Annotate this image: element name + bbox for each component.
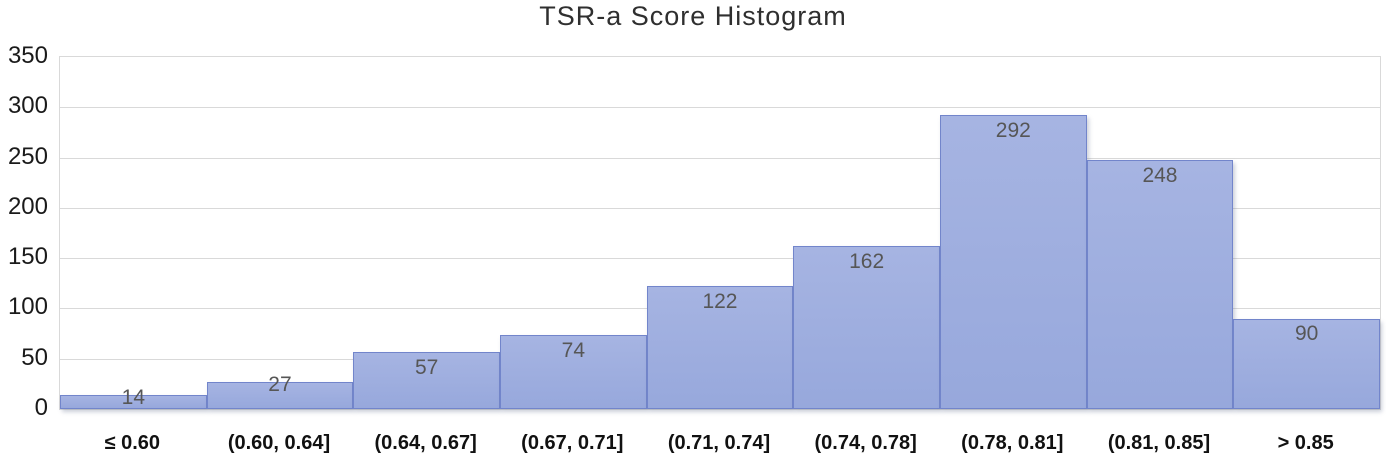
bar-(0.81, 0.85] [1086, 159, 1234, 409]
y-tick-label-300: 300 [7, 92, 48, 120]
plot-area: 14 27 57 74 122 162 292 248 90 [59, 56, 1381, 410]
x-tick-label: (0.64, 0.67] [374, 432, 477, 454]
gridline-300 [60, 107, 1380, 109]
bar-> 0.85 [1233, 318, 1380, 409]
x-tick-label: > 0.85 [1277, 432, 1334, 454]
bar-(0.74, 0.78] [793, 246, 940, 409]
y-tick-label-350: 350 [7, 42, 48, 69]
gridline-150 [60, 258, 1380, 260]
x-tick-label: (0.67, 0.71] [521, 432, 624, 454]
y-tick-label-0: 0 [34, 394, 48, 421]
y-tick-label-250: 250 [7, 142, 48, 170]
x-tick-label: (0.78, 0.81] [961, 432, 1064, 454]
y-tick-label-50: 50 [21, 343, 48, 371]
y-tick-label-150: 150 [7, 243, 48, 271]
bar-≤ 0.60 [60, 394, 207, 409]
bar-(0.60, 0.64] [206, 381, 354, 409]
x-tick-label: (0.81, 0.85] [1107, 432, 1211, 454]
x-tick-label: (0.74, 0.78] [814, 432, 917, 454]
bar-(0.71, 0.74] [646, 286, 794, 409]
bar-(0.67, 0.71] [500, 334, 647, 409]
chart-title: TSR-a Score Histogram [539, 1, 847, 31]
x-tick-label: (0.71, 0.74] [667, 432, 771, 454]
gridline-200 [60, 207, 1380, 209]
gridline-250 [60, 157, 1380, 159]
x-tick-label: ≤ 0.60 [104, 432, 161, 454]
bar-(0.78, 0.81] [940, 115, 1087, 409]
y-tick-label-200: 200 [7, 192, 48, 220]
bar-(0.64, 0.67] [353, 351, 500, 409]
x-tick-label: (0.60, 0.64] [227, 432, 331, 454]
y-tick-label-100: 100 [7, 293, 48, 321]
